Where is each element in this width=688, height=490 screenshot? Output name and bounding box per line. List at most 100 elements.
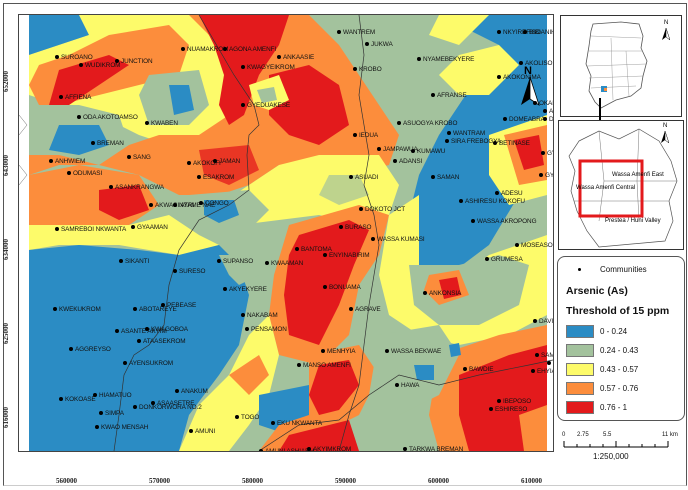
community-marker[interactable]: AKOKOFI [187, 160, 221, 167]
community-marker[interactable]: SIKANTI [119, 258, 149, 265]
community-marker[interactable]: SUROANO [55, 54, 93, 61]
community-marker[interactable]: BANTOMA [295, 246, 332, 253]
community-marker[interactable]: KWAO MENSAH [95, 424, 148, 431]
community-marker[interactable]: KOKOASE [59, 396, 96, 403]
community-marker[interactable]: WASSA BEKWAE [385, 348, 441, 355]
community-marker[interactable]: PENSAMON [245, 326, 287, 333]
community-marker[interactable]: SAMANKROM [535, 352, 553, 359]
community-marker[interactable]: OLD ABOI [547, 361, 551, 365]
community-marker[interactable]: PEBEASE [161, 302, 196, 309]
community-marker[interactable]: AMUNI [189, 428, 215, 435]
community-marker[interactable]: KUMAWU [411, 148, 445, 155]
community-marker[interactable]: ENYINABIRIM [323, 252, 370, 259]
community-marker[interactable]: TOGO [235, 414, 259, 421]
community-marker[interactable]: ASANKRANGWA [109, 184, 164, 191]
community-marker[interactable]: CONGO [199, 200, 229, 207]
community-marker[interactable]: ATAASEKROM [137, 338, 186, 345]
community-marker[interactable]: WASSA AKROPONG [471, 218, 537, 225]
community-marker[interactable]: BURASO [339, 224, 371, 231]
community-marker[interactable]: ABENESU [543, 108, 553, 115]
community-marker[interactable]: NUAMAKROM [181, 46, 228, 53]
community-marker[interactable]: BETINASE [493, 140, 530, 147]
community-marker[interactable]: NAKABAM [241, 312, 278, 319]
community-marker[interactable]: AGGREYSO [69, 346, 111, 353]
community-marker[interactable]: MANSO AMENFI [297, 362, 351, 369]
community-marker[interactable]: GYAMAN [539, 172, 553, 179]
community-marker[interactable]: NYAMEBEKYERE [417, 56, 474, 63]
community-marker[interactable]: DADIESO [543, 116, 553, 123]
community-marker[interactable]: AYENSUKROM [123, 360, 173, 367]
community-marker[interactable]: ADANSI [393, 158, 422, 165]
community-marker[interactable]: OKAIYAWKROM [533, 100, 553, 107]
community-marker[interactable]: AFFIENA [59, 94, 91, 101]
community-marker[interactable]: ESHIRESO [489, 406, 527, 413]
community-marker[interactable]: WANTREM [337, 29, 375, 36]
community-marker[interactable]: IBEPOSO [497, 398, 531, 405]
community-marker[interactable]: ANKONSIA [423, 290, 461, 297]
community-marker[interactable]: AKOLISO [519, 60, 552, 67]
community-marker[interactable]: ASANTE AKYIM [115, 328, 167, 335]
community-marker[interactable]: ANKAASIE [277, 54, 314, 61]
community-marker[interactable]: ASAASETRE [151, 400, 195, 407]
community-marker[interactable]: SURESO [173, 268, 205, 275]
community-marker[interactable]: ASUOGYA KROBO [397, 120, 457, 127]
community-marker[interactable]: DONKORWORA NO.2 [133, 404, 202, 411]
community-marker[interactable]: TARKWA BREMAN [403, 446, 463, 451]
community-marker[interactable]: BIBIANIHA [523, 29, 553, 36]
community-marker[interactable]: JUNCTION [115, 58, 153, 65]
community-marker[interactable]: ESAKROM [197, 174, 234, 181]
community-marker[interactable]: KWAAMAN [265, 260, 303, 267]
community-marker[interactable]: SAMREBOI NKWANTA [55, 226, 126, 233]
community-marker[interactable]: WUDIKROM [79, 62, 121, 69]
community-marker[interactable]: WANTRAM [447, 130, 485, 137]
community-marker[interactable]: GYAAMAN [131, 224, 168, 231]
community-marker[interactable]: AGRAVE [349, 306, 381, 313]
community-marker[interactable]: ASHIRESU KOKOFU [459, 198, 525, 205]
community-marker[interactable]: DOMEABRA [503, 116, 545, 123]
community-marker[interactable]: AGONA AMENFI [223, 46, 276, 53]
arsenic-map[interactable]: N SUROANO JUNCTION WUDIKROM NUAMAKROM AGONA … [18, 14, 554, 452]
community-marker[interactable]: AKOKONIMA [497, 74, 541, 81]
community-marker[interactable]: ODUMASI [67, 170, 102, 177]
community-marker[interactable]: DAVIURAMPON [533, 318, 553, 325]
community-marker[interactable]: NYAME NAE [173, 202, 215, 209]
community-marker[interactable]: KWAGOBOA [145, 326, 188, 333]
community-marker[interactable]: MOSEASO [515, 242, 553, 249]
community-marker[interactable]: DOKOTO JCT [359, 206, 405, 213]
community-marker[interactable]: NKYIREFISO [497, 29, 541, 36]
community-marker[interactable]: GYEDUAKESE [241, 102, 290, 109]
community-marker[interactable]: BAWDIE [463, 366, 493, 373]
community-marker[interactable]: KWABEN [145, 120, 178, 127]
community-marker[interactable]: GYAPA [541, 150, 553, 157]
community-marker[interactable]: KWAGYEIKROM [241, 64, 295, 71]
community-marker[interactable]: IEDUA [353, 132, 378, 139]
community-marker[interactable]: WASSA KUMASI [371, 236, 425, 243]
community-marker[interactable]: ASUADI [349, 174, 378, 181]
community-marker[interactable]: ODA AKOTOAMSO [77, 114, 138, 121]
community-marker[interactable]: MENHYIA [321, 348, 356, 355]
community-marker[interactable]: JUKWA [365, 41, 393, 48]
community-marker[interactable]: HIAMATUO [93, 392, 132, 399]
community-marker[interactable]: AFRANSE [431, 92, 467, 99]
community-marker[interactable]: GRUMESA [485, 256, 523, 263]
community-marker[interactable]: ABOTAREYE [133, 306, 177, 313]
community-marker[interactable]: BREMAN [91, 140, 124, 147]
community-marker[interactable]: SIRA FREBOGYA [445, 138, 501, 145]
community-marker[interactable]: SUPANSO [217, 258, 253, 265]
community-marker[interactable]: ANHWIEM [49, 158, 85, 165]
community-marker[interactable]: EKU NKWANTA [271, 420, 322, 427]
community-marker[interactable]: JAMPAWUA [377, 146, 418, 153]
community-marker[interactable]: SIMPA [99, 410, 124, 417]
community-marker[interactable]: SAMAN [431, 174, 459, 181]
community-marker[interactable]: AMUNI ASHIAEM [259, 448, 315, 451]
community-marker[interactable]: SANG [127, 154, 151, 161]
community-marker[interactable]: BONUAMA [323, 284, 361, 291]
community-marker[interactable]: HAWA [395, 382, 419, 389]
community-marker[interactable]: JAMAN [213, 158, 240, 165]
community-marker[interactable]: AKYIMKROM [307, 446, 351, 451]
community-marker[interactable]: ADESU [495, 190, 523, 197]
community-marker[interactable]: KWEKUKROM [53, 306, 101, 313]
community-marker[interactable]: EHYIABU [531, 368, 553, 375]
community-marker[interactable]: ANAKUM [175, 388, 208, 395]
community-marker[interactable]: AKYEKYERE [223, 286, 267, 293]
